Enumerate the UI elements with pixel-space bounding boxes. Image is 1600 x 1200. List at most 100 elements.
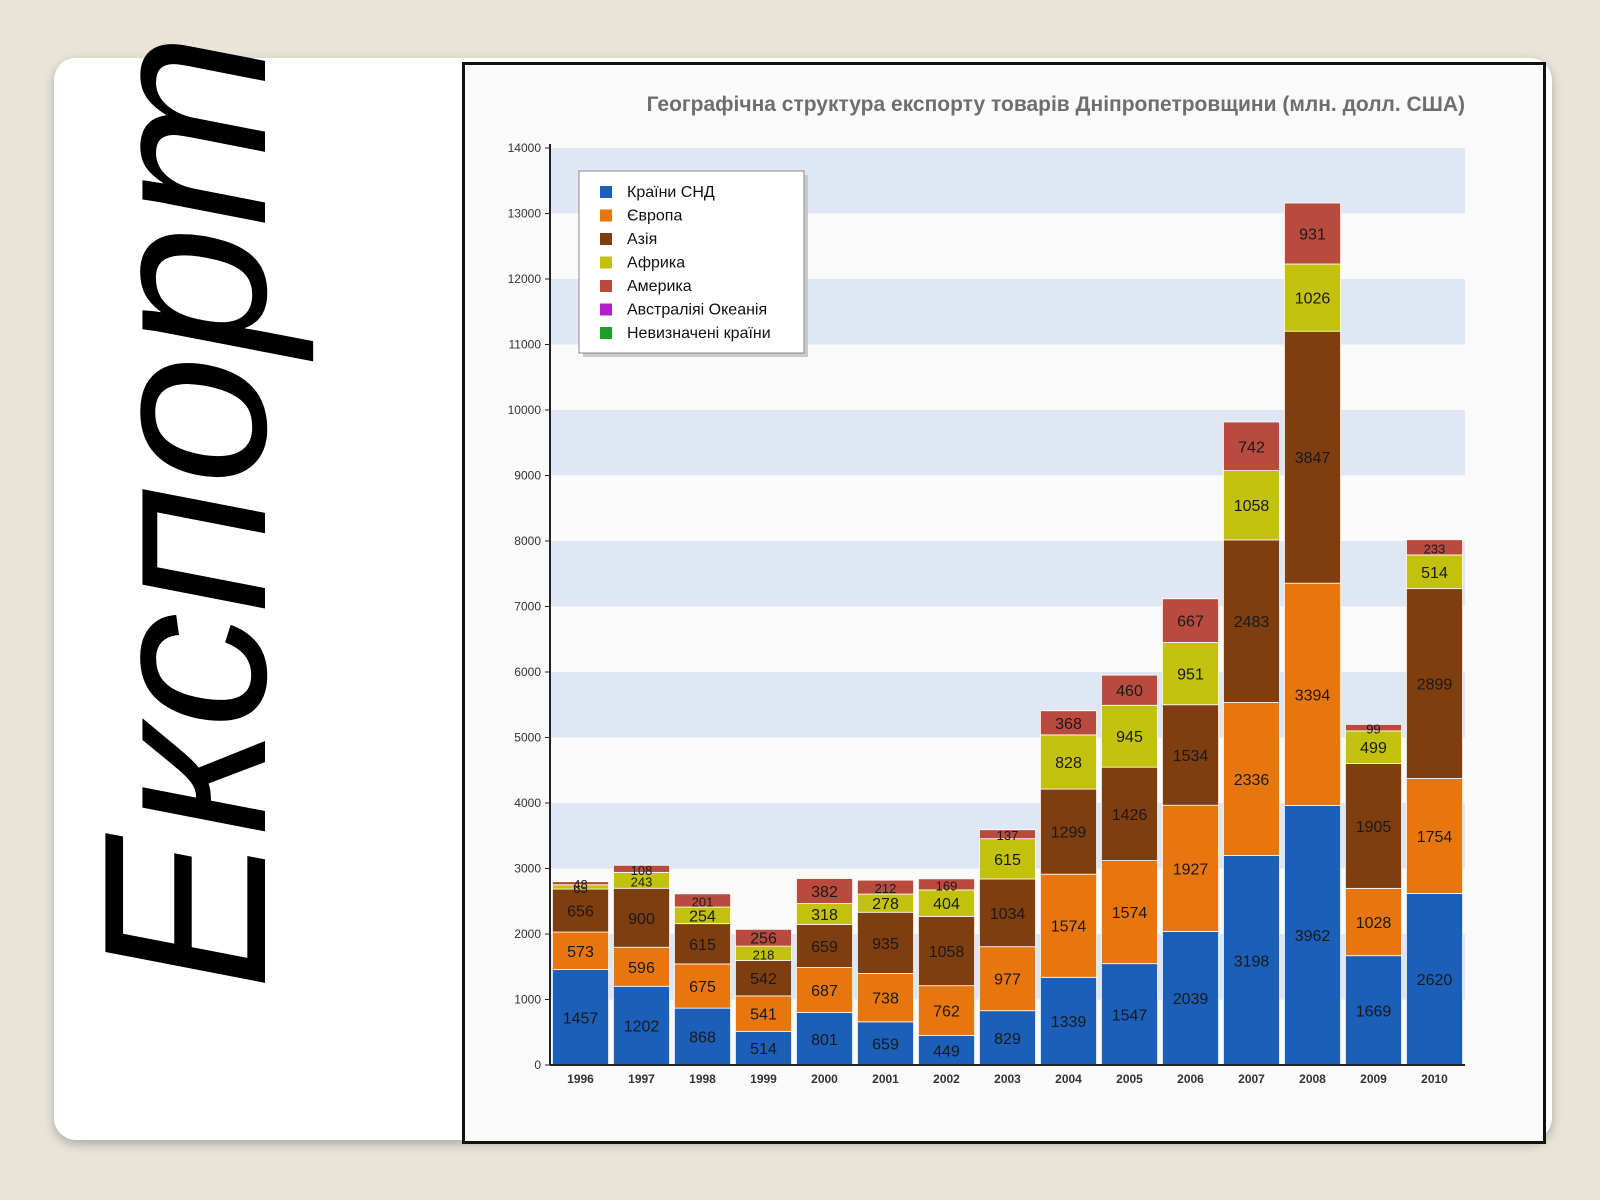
legend-label: Європа bbox=[627, 208, 682, 225]
bar-value-label: 1534 bbox=[1173, 748, 1209, 765]
bar-value-label: 3198 bbox=[1234, 953, 1270, 970]
bar-segment bbox=[918, 985, 975, 1036]
bar-segment bbox=[613, 864, 670, 873]
x-tick-label: 1997 bbox=[628, 1072, 655, 1086]
bar-value-label: 541 bbox=[750, 1007, 777, 1024]
bar-segment bbox=[1040, 976, 1097, 1066]
chart-title: Географічна структура експорту товарів Д… bbox=[647, 93, 1465, 116]
bar-value-label: 108 bbox=[631, 863, 653, 878]
y-tick-label: 0 bbox=[534, 1058, 541, 1072]
bar-segment bbox=[1284, 263, 1341, 332]
legend-swatch bbox=[600, 280, 612, 292]
bar-segment bbox=[979, 838, 1036, 880]
y-tick-label: 9000 bbox=[514, 469, 541, 483]
bar-segment bbox=[1101, 704, 1158, 768]
bar-value-label: 2039 bbox=[1173, 991, 1209, 1008]
chart-frame: Географічна структура експорту товарів Д… bbox=[462, 62, 1546, 1144]
bar-value-label: 233 bbox=[1424, 541, 1446, 556]
legend-swatch bbox=[600, 303, 612, 316]
x-tick-label: 1999 bbox=[750, 1072, 777, 1086]
bar-segment bbox=[1223, 421, 1280, 471]
bar-value-label: 977 bbox=[994, 972, 1021, 989]
legend-swatch bbox=[600, 233, 612, 245]
bar-segment bbox=[979, 878, 1036, 948]
bar-value-label: 573 bbox=[567, 944, 594, 961]
bar-segment bbox=[613, 946, 670, 987]
bar-value-label: 1669 bbox=[1356, 1003, 1392, 1020]
bar-value-label: 3394 bbox=[1295, 687, 1331, 704]
bar-segment bbox=[1040, 873, 1097, 978]
bar-segment bbox=[857, 879, 914, 895]
bar-value-label: 615 bbox=[689, 937, 716, 954]
bar-segment bbox=[613, 887, 670, 948]
bar-value-label: 460 bbox=[1116, 683, 1143, 700]
bar-value-label: 1339 bbox=[1051, 1014, 1087, 1031]
bar-value-label: 382 bbox=[811, 884, 838, 901]
bar-segment bbox=[1101, 766, 1158, 861]
x-tick-label: 2004 bbox=[1055, 1072, 1082, 1086]
bar-segment bbox=[796, 923, 853, 968]
bar-value-label: 1202 bbox=[624, 1019, 660, 1036]
bar-value-label: 951 bbox=[1177, 667, 1204, 684]
y-tick-label: 2000 bbox=[514, 927, 541, 941]
bar-value-label: 659 bbox=[872, 1036, 899, 1053]
bar-segment bbox=[857, 911, 914, 974]
bar-segment bbox=[1162, 642, 1219, 706]
bar-value-label: 2336 bbox=[1234, 772, 1270, 789]
x-tick-label: 2009 bbox=[1360, 1072, 1387, 1086]
bar-segment bbox=[735, 928, 792, 947]
bar-value-label: 801 bbox=[811, 1032, 838, 1049]
y-tick-label: 1000 bbox=[514, 993, 541, 1007]
bar-value-label: 2483 bbox=[1234, 614, 1270, 631]
legend-label: Країни СНД bbox=[627, 184, 715, 201]
bar-segment bbox=[1406, 539, 1463, 556]
bar-segment bbox=[796, 967, 853, 1013]
legend-label: Невизначені країни bbox=[627, 325, 771, 342]
x-tick-label: 2008 bbox=[1299, 1072, 1326, 1086]
bar-value-label: 742 bbox=[1238, 439, 1265, 456]
bar-value-label: 368 bbox=[1055, 716, 1082, 733]
legend-swatch bbox=[600, 186, 612, 198]
bar-segment bbox=[918, 878, 975, 891]
bar-segment bbox=[552, 931, 609, 970]
bar-segment bbox=[735, 959, 792, 997]
bar-value-label: 278 bbox=[872, 896, 899, 913]
bar-segment bbox=[735, 995, 792, 1032]
bar-segment bbox=[979, 946, 1036, 1012]
y-tick-label: 8000 bbox=[514, 534, 541, 548]
x-tick-label: 2005 bbox=[1116, 1072, 1143, 1086]
bar-value-label: 1457 bbox=[563, 1010, 599, 1027]
bar-segment bbox=[1223, 470, 1280, 541]
bar-value-label: 829 bbox=[994, 1031, 1021, 1048]
y-tick-label: 13000 bbox=[508, 207, 542, 221]
bar-value-label: 945 bbox=[1116, 729, 1143, 746]
bar-segment bbox=[1040, 710, 1097, 736]
bar-segment bbox=[1406, 554, 1463, 590]
bar-value-label: 1058 bbox=[929, 944, 965, 961]
x-tick-label: 2010 bbox=[1421, 1072, 1448, 1086]
bar-value-label: 99 bbox=[1366, 722, 1380, 737]
y-tick-label: 5000 bbox=[514, 731, 541, 745]
legend bbox=[578, 170, 805, 354]
x-tick-label: 1996 bbox=[567, 1072, 594, 1086]
bar-segment bbox=[1223, 539, 1280, 703]
legend-swatch bbox=[600, 327, 612, 339]
bar-segment bbox=[1284, 582, 1341, 806]
bar-value-label: 738 bbox=[872, 991, 899, 1008]
bar-segment bbox=[796, 878, 853, 904]
bar-value-label: 1927 bbox=[1173, 861, 1209, 878]
bar-value-label: 1426 bbox=[1112, 807, 1148, 824]
bar-value-label: 596 bbox=[628, 960, 655, 977]
bar-value-label: 935 bbox=[872, 936, 899, 953]
bar-segment bbox=[1406, 892, 1463, 1066]
bar-value-label: 2620 bbox=[1417, 972, 1453, 989]
bar-value-label: 1574 bbox=[1051, 919, 1087, 936]
x-tick-label: 2006 bbox=[1177, 1072, 1204, 1086]
legend-swatch bbox=[600, 256, 612, 269]
bar-segment bbox=[1040, 788, 1097, 875]
legend-label: Австраліяі Океанія bbox=[627, 302, 767, 319]
bar-value-label: 687 bbox=[811, 983, 838, 1000]
bar-segment bbox=[1345, 724, 1402, 732]
bar-value-label: 828 bbox=[1055, 755, 1082, 772]
y-tick-label: 7000 bbox=[514, 600, 541, 614]
